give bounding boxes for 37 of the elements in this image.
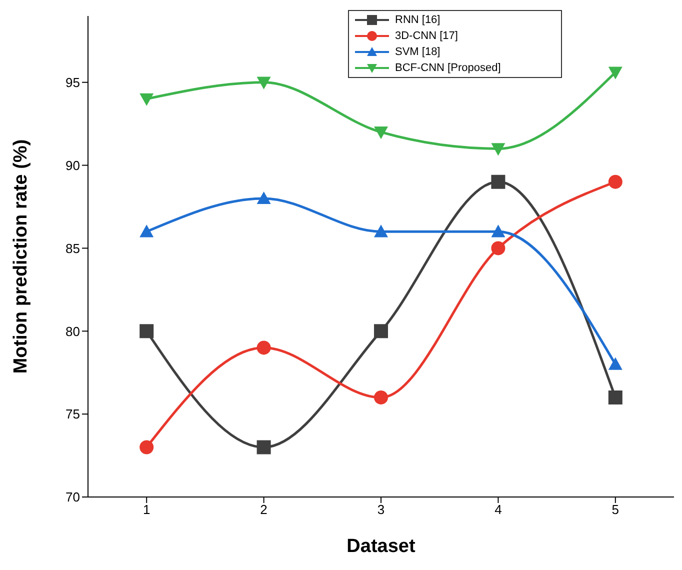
y-axis-title: Motion prediction rate (%)	[10, 139, 32, 374]
point	[374, 324, 388, 338]
y-tick-label: 90	[66, 158, 80, 173]
legend-label: 3D-CNN [17]	[395, 30, 458, 42]
x-tick-label: 2	[260, 502, 268, 518]
point	[140, 93, 154, 106]
point	[608, 357, 622, 370]
x-axis-title: Dataset	[346, 536, 416, 557]
point	[491, 241, 506, 256]
x-tick-label: 1	[142, 502, 150, 518]
x-tick-label: 5	[612, 502, 620, 518]
point	[374, 224, 388, 238]
point	[140, 324, 154, 338]
point	[608, 66, 622, 80]
point	[256, 340, 271, 355]
y-tick-label: 70	[66, 490, 80, 505]
point	[256, 76, 271, 90]
point	[256, 440, 271, 454]
y-tick-label: 95	[66, 74, 80, 90]
y-tick-label: 85	[66, 240, 80, 256]
legend-label: SVM [18]	[395, 46, 440, 58]
point	[256, 191, 271, 204]
y-tick-label: 75	[66, 406, 80, 422]
legend-label: BCF-CNN [Proposed]	[395, 62, 501, 74]
point	[608, 390, 622, 404]
point	[140, 440, 154, 454]
point	[374, 126, 388, 140]
point	[491, 174, 506, 189]
x-tick-label: 3	[377, 502, 385, 518]
legend-label: RNN [16]	[395, 14, 440, 26]
point	[491, 224, 506, 238]
point	[491, 143, 506, 156]
y-tick-label: 80	[66, 324, 80, 339]
point	[608, 174, 622, 189]
point	[374, 390, 388, 404]
point	[140, 224, 154, 238]
x-tick-label: 4	[494, 502, 502, 518]
